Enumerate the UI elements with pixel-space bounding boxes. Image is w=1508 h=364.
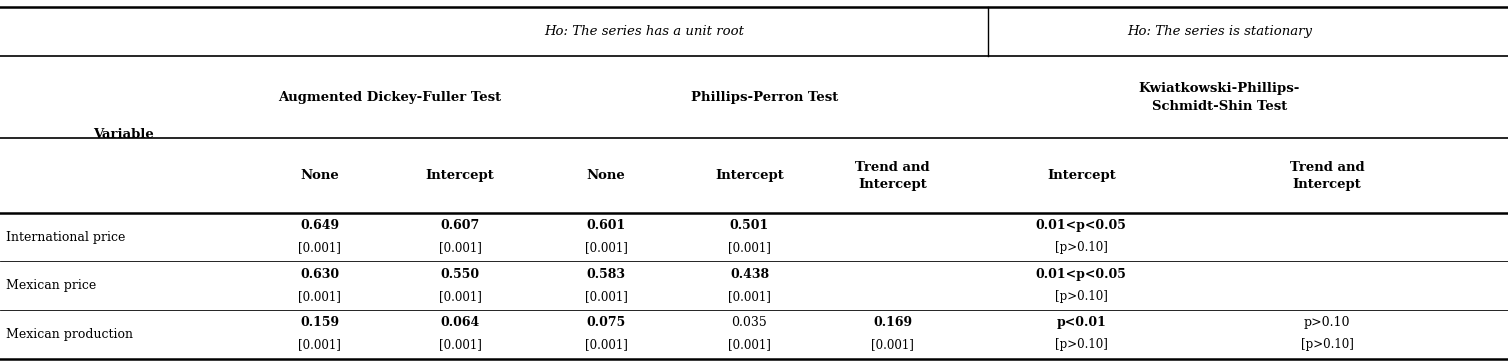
Text: 0.550: 0.550	[440, 268, 480, 281]
Text: 0.064: 0.064	[440, 316, 480, 329]
Text: Mexican price: Mexican price	[6, 279, 97, 292]
Text: [p>0.10]: [p>0.10]	[1300, 339, 1354, 352]
Text: [0.001]: [0.001]	[728, 241, 771, 254]
Text: [0.001]: [0.001]	[299, 290, 341, 303]
Text: None: None	[300, 169, 339, 182]
Text: [p>0.10]: [p>0.10]	[1054, 339, 1108, 352]
Text: Intercept: Intercept	[1047, 169, 1116, 182]
Text: Kwiatkowski-Phillips-
Schmidt-Shin Test: Kwiatkowski-Phillips- Schmidt-Shin Test	[1139, 82, 1300, 113]
Text: 0.583: 0.583	[587, 268, 626, 281]
Text: International price: International price	[6, 231, 125, 244]
Text: [0.001]: [0.001]	[439, 290, 481, 303]
Text: [0.001]: [0.001]	[439, 339, 481, 352]
Text: [0.001]: [0.001]	[299, 339, 341, 352]
Text: [0.001]: [0.001]	[728, 290, 771, 303]
Text: 0.035: 0.035	[731, 316, 768, 329]
Text: None: None	[587, 169, 626, 182]
Text: p<0.01: p<0.01	[1056, 316, 1107, 329]
Text: 0.601: 0.601	[587, 219, 626, 232]
Text: Trend and
Intercept: Trend and Intercept	[1289, 161, 1365, 191]
Text: 0.01<p<0.05: 0.01<p<0.05	[1036, 268, 1126, 281]
Text: p>0.10: p>0.10	[1304, 316, 1350, 329]
Text: [0.001]: [0.001]	[728, 339, 771, 352]
Text: [0.001]: [0.001]	[872, 339, 914, 352]
Text: 0.649: 0.649	[300, 219, 339, 232]
Text: 0.159: 0.159	[300, 316, 339, 329]
Text: 0.607: 0.607	[440, 219, 480, 232]
Text: [0.001]: [0.001]	[439, 241, 481, 254]
Text: [p>0.10]: [p>0.10]	[1054, 241, 1108, 254]
Text: Ho: The series is stationary: Ho: The series is stationary	[1126, 25, 1312, 38]
Text: Variable: Variable	[93, 128, 154, 141]
Text: [0.001]: [0.001]	[585, 339, 627, 352]
Text: 0.501: 0.501	[730, 219, 769, 232]
Text: [0.001]: [0.001]	[299, 241, 341, 254]
Text: Intercept: Intercept	[425, 169, 495, 182]
Text: [0.001]: [0.001]	[585, 290, 627, 303]
Text: [0.001]: [0.001]	[585, 241, 627, 254]
Text: Intercept: Intercept	[715, 169, 784, 182]
Text: 0.438: 0.438	[730, 268, 769, 281]
Text: [p>0.10]: [p>0.10]	[1054, 290, 1108, 303]
Text: 0.075: 0.075	[587, 316, 626, 329]
Text: Trend and
Intercept: Trend and Intercept	[855, 161, 930, 191]
Text: Phillips-Perron Test: Phillips-Perron Test	[691, 91, 838, 104]
Text: 0.630: 0.630	[300, 268, 339, 281]
Text: 0.169: 0.169	[873, 316, 912, 329]
Text: Mexican production: Mexican production	[6, 328, 133, 341]
Text: Ho: The series has a unit root: Ho: The series has a unit root	[544, 25, 743, 38]
Text: 0.01<p<0.05: 0.01<p<0.05	[1036, 219, 1126, 232]
Text: Augmented Dickey-Fuller Test: Augmented Dickey-Fuller Test	[279, 91, 501, 104]
